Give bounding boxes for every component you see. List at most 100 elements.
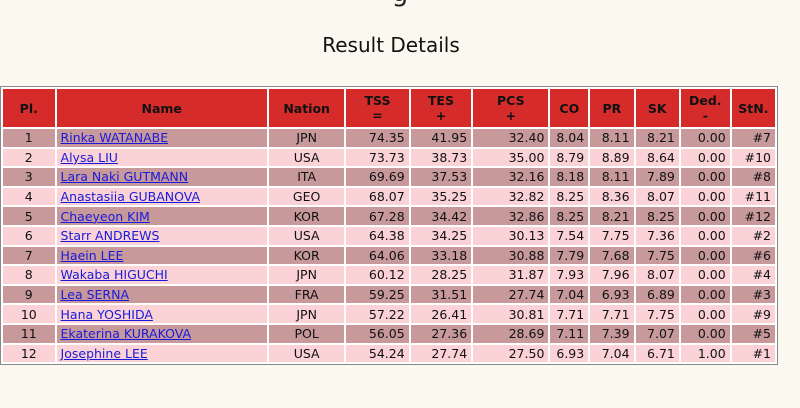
cell-tes: 34.25 bbox=[410, 226, 472, 245]
cell-stn: #5 bbox=[731, 324, 775, 343]
cell-name: Wakaba HIGUCHI bbox=[56, 266, 267, 284]
cell-name: Anastasiia GUBANOVA bbox=[56, 187, 267, 206]
cell-pr: 8.11 bbox=[590, 168, 634, 186]
skater-name-link[interactable]: Haein LEE bbox=[60, 247, 124, 263]
cell-nation: GEO bbox=[268, 187, 345, 206]
table-row: 11 Ekaterina KURAKOVA POL 56.05 27.36 28.69 7.… bbox=[3, 324, 775, 343]
skater-name-link[interactable]: Josephine LEE bbox=[60, 345, 148, 361]
cell-name: Starr ANDREWS bbox=[56, 226, 267, 245]
cell-nation: USA bbox=[268, 226, 345, 245]
cell-sk: 7.75 bbox=[635, 246, 679, 265]
cell-name: Chaeyeon KIM bbox=[56, 207, 267, 225]
cell-tss: 67.28 bbox=[346, 207, 409, 225]
cell-stn: #1 bbox=[731, 344, 775, 363]
cell-sk: 8.64 bbox=[635, 148, 679, 167]
cell-name: Lea SERNA bbox=[56, 285, 267, 304]
skater-name-link[interactable]: Ekaterina KURAKOVA bbox=[60, 326, 192, 342]
cell-name: Josephine LEE bbox=[56, 344, 267, 363]
skater-name-link[interactable]: Hana YOSHIDA bbox=[60, 306, 153, 322]
cell-pr: 7.96 bbox=[590, 266, 634, 284]
skater-name-link[interactable]: Starr ANDREWS bbox=[60, 228, 160, 244]
cell-ded: 0.00 bbox=[680, 129, 730, 147]
cell-name: Alysa LIU bbox=[56, 148, 267, 167]
cell-tes: 31.51 bbox=[410, 285, 472, 304]
skater-name-link[interactable]: Anastasiia GUBANOVA bbox=[60, 189, 201, 205]
column-header-label: Name bbox=[141, 100, 182, 116]
cell-pcs: 31.87 bbox=[473, 266, 549, 284]
cell-stn: #2 bbox=[731, 226, 775, 245]
cell-sk: 8.07 bbox=[635, 266, 679, 284]
cell-co: 7.93 bbox=[550, 266, 589, 284]
cell-pl: 10 bbox=[3, 305, 55, 323]
cell-ded: 0.00 bbox=[680, 285, 730, 304]
cell-name: Lara Naki GUTMANN bbox=[56, 168, 267, 186]
table-row: 12 Josephine LEE USA 54.24 27.74 27.50 6.93 7.0… bbox=[3, 344, 775, 363]
column-header-label: Pl. bbox=[19, 100, 38, 116]
cell-pcs: 30.81 bbox=[473, 305, 549, 323]
cell-pr: 8.89 bbox=[590, 148, 634, 167]
cell-co: 7.79 bbox=[550, 246, 589, 265]
cell-name: Haein LEE bbox=[56, 246, 267, 265]
cell-pr: 7.71 bbox=[590, 305, 634, 323]
skater-name-link[interactable]: Alysa LIU bbox=[60, 149, 118, 165]
cell-pr: 7.04 bbox=[590, 344, 634, 363]
cell-pl: 12 bbox=[3, 344, 55, 363]
cell-stn: #6 bbox=[731, 246, 775, 265]
cell-tes: 34.42 bbox=[410, 207, 472, 225]
cell-tss: 74.35 bbox=[346, 129, 409, 147]
cell-tes: 37.53 bbox=[410, 168, 472, 186]
cell-tes: 28.25 bbox=[410, 266, 472, 284]
table-row: 9 Lea SERNA FRA 59.25 31.51 27.74 7.04 6.93 6.89… bbox=[3, 285, 775, 304]
cell-nation: KOR bbox=[268, 207, 345, 225]
cell-co: 7.54 bbox=[550, 226, 589, 245]
table-row: 5 Chaeyeon KIM KOR 67.28 34.42 32.86 8.25 8.21 8… bbox=[3, 207, 775, 225]
cell-ded: 0.00 bbox=[680, 207, 730, 225]
cell-co: 8.79 bbox=[550, 148, 589, 167]
cell-pl: 7 bbox=[3, 246, 55, 265]
cell-co: 8.18 bbox=[550, 168, 589, 186]
cell-sk: 7.36 bbox=[635, 226, 679, 245]
column-header-tss: TSS = bbox=[346, 89, 409, 127]
cell-pl: 4 bbox=[3, 187, 55, 206]
cell-stn: #9 bbox=[731, 305, 775, 323]
skater-name-link[interactable]: Wakaba HIGUCHI bbox=[60, 267, 168, 283]
cell-name: Ekaterina KURAKOVA bbox=[56, 324, 267, 343]
header-row: Pl. Name Nation TSS = TES + PCS + CO PR SK Ded. - StN. bbox=[3, 89, 775, 127]
cell-nation: FRA bbox=[268, 285, 345, 304]
skater-name-link[interactable]: Rinka WATANABE bbox=[60, 130, 169, 146]
cell-pcs: 27.74 bbox=[473, 285, 549, 304]
cell-ded: 0.00 bbox=[680, 324, 730, 343]
cell-pl: 5 bbox=[3, 207, 55, 225]
table-row: 8 Wakaba HIGUCHI JPN 60.12 28.25 31.87 7.93 7.9… bbox=[3, 266, 775, 284]
cell-stn: #12 bbox=[731, 207, 775, 225]
table-row: 1 Rinka WATANABE JPN 74.35 41.95 32.40 8.04 8.1… bbox=[3, 129, 775, 147]
cell-co: 6.93 bbox=[550, 344, 589, 363]
column-header-stn: StN. bbox=[731, 89, 775, 127]
column-header-operator: - bbox=[702, 108, 708, 123]
column-header-label: TSS bbox=[364, 93, 391, 108]
cell-pcs: 28.69 bbox=[473, 324, 549, 343]
cell-ded: 0.00 bbox=[680, 148, 730, 167]
column-header-label: CO bbox=[559, 100, 580, 116]
cell-tss: 68.07 bbox=[346, 187, 409, 206]
cell-tss: 73.73 bbox=[346, 148, 409, 167]
cell-ded: 1.00 bbox=[680, 344, 730, 363]
cell-co: 8.25 bbox=[550, 187, 589, 206]
table-row: 2 Alysa LIU USA 73.73 38.73 35.00 8.79 8.89 8.64… bbox=[3, 148, 775, 167]
skater-name-link[interactable]: Chaeyeon KIM bbox=[60, 208, 150, 224]
cell-pl: 1 bbox=[3, 129, 55, 147]
cell-tss: 69.69 bbox=[346, 168, 409, 186]
results-body: 1 Rinka WATANABE JPN 74.35 41.95 32.40 8.04 8.1… bbox=[3, 129, 775, 363]
skater-name-link[interactable]: Lara Naki GUTMANN bbox=[60, 169, 189, 185]
cell-ded: 0.00 bbox=[680, 187, 730, 206]
cell-nation: USA bbox=[268, 344, 345, 363]
skater-name-link[interactable]: Lea SERNA bbox=[60, 287, 130, 303]
cell-tss: 57.22 bbox=[346, 305, 409, 323]
cell-tss: 54.24 bbox=[346, 344, 409, 363]
column-header-operator: + bbox=[435, 108, 447, 123]
cell-tss: 64.38 bbox=[346, 226, 409, 245]
column-header-label: PR bbox=[602, 100, 622, 116]
column-header-name: Name bbox=[56, 89, 267, 127]
cell-nation: JPN bbox=[268, 305, 345, 323]
column-header-label: TES bbox=[427, 93, 454, 108]
